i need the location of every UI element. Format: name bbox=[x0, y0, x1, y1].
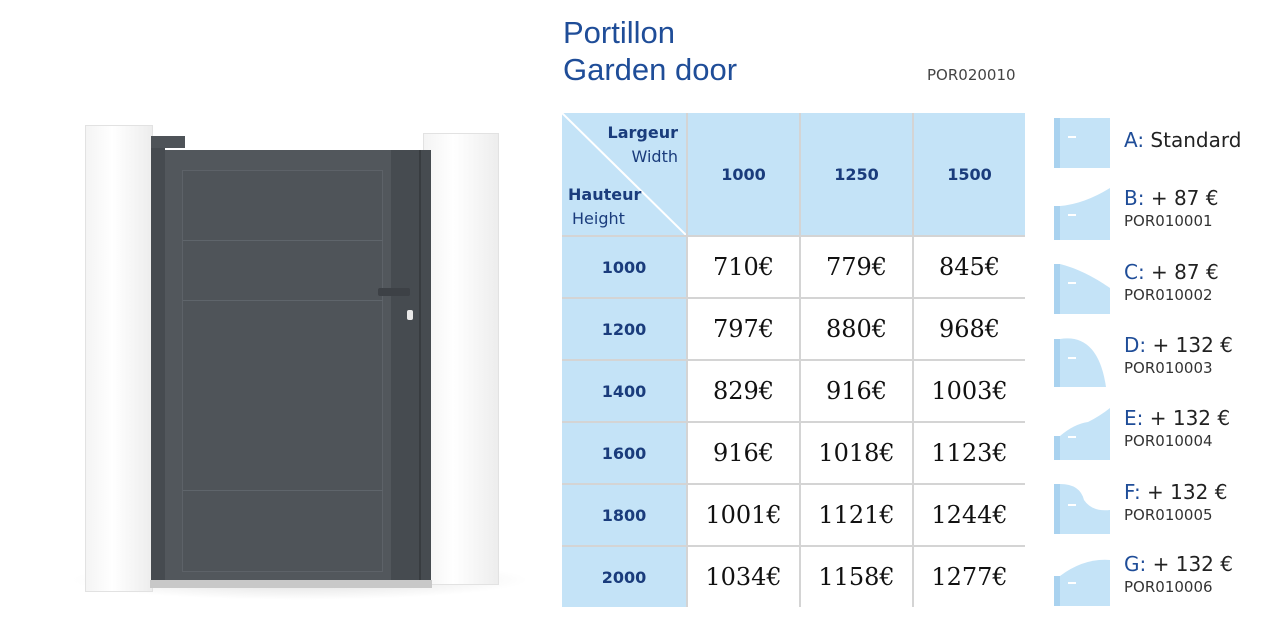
option-c: C: + 87 € POR010002 bbox=[1054, 260, 1274, 320]
price-cell: 916€ bbox=[688, 423, 799, 483]
width-header: 1500 bbox=[914, 113, 1025, 235]
option-code: POR010002 bbox=[1124, 286, 1213, 304]
wave-rising-top-icon bbox=[1054, 408, 1110, 460]
price-cell: 1244€ bbox=[914, 485, 1025, 545]
option-label: E: + 132 € bbox=[1124, 406, 1231, 430]
price-cell: 797€ bbox=[688, 299, 799, 359]
option-label: C: + 87 € bbox=[1124, 260, 1219, 284]
height-label-fr: Hauteur bbox=[568, 185, 642, 204]
option-f: F: + 132 € POR010005 bbox=[1054, 480, 1274, 540]
price-cell: 1034€ bbox=[688, 547, 799, 607]
price-cell: 845€ bbox=[914, 237, 1025, 297]
product-reference: POR020010 bbox=[927, 66, 1016, 84]
width-label: Largeur Width bbox=[608, 121, 678, 169]
gate-panel bbox=[182, 170, 383, 572]
price-cell: 1018€ bbox=[801, 423, 912, 483]
price-cell: 916€ bbox=[801, 361, 912, 421]
height-header: 1600 bbox=[562, 423, 686, 483]
option-e: E: + 132 € POR010004 bbox=[1054, 406, 1274, 466]
price-cell: 1123€ bbox=[914, 423, 1025, 483]
option-label: B: + 87 € bbox=[1124, 186, 1219, 210]
lock-cylinder bbox=[407, 310, 413, 320]
width-header: 1250 bbox=[801, 113, 912, 235]
option-a: A: Standard bbox=[1054, 114, 1274, 174]
diagonal-divider bbox=[562, 113, 686, 235]
gate-illustration bbox=[0, 0, 540, 644]
price-cell: 968€ bbox=[914, 299, 1025, 359]
gate-leaf bbox=[165, 150, 393, 582]
width-label-fr: Largeur bbox=[607, 123, 678, 142]
gate-handle bbox=[378, 288, 410, 296]
price-table: Largeur Width Hauteur Height 1000 1250 1… bbox=[562, 113, 1025, 607]
option-d: D: + 132 € POR010003 bbox=[1054, 333, 1274, 393]
option-label: A: Standard bbox=[1124, 128, 1242, 152]
option-code: POR010001 bbox=[1124, 212, 1213, 230]
concave-falling-top-icon bbox=[1054, 264, 1110, 314]
price-cell: 1001€ bbox=[688, 485, 799, 545]
price-cell: 779€ bbox=[801, 237, 912, 297]
hinge-post-cap bbox=[151, 136, 185, 148]
option-code: POR010005 bbox=[1124, 506, 1213, 524]
height-header: 2000 bbox=[562, 547, 686, 607]
table-corner-header: Largeur Width Hauteur Height bbox=[562, 113, 686, 235]
panel-line bbox=[183, 300, 383, 301]
price-cell: 1003€ bbox=[914, 361, 1025, 421]
hinge-post bbox=[151, 136, 165, 587]
right-pillar bbox=[423, 133, 499, 585]
height-header: 1400 bbox=[562, 361, 686, 421]
option-code: POR010004 bbox=[1124, 432, 1213, 450]
option-code: POR010006 bbox=[1124, 578, 1213, 596]
panel-line bbox=[183, 240, 383, 241]
convex-rising-top-icon bbox=[1054, 188, 1110, 240]
price-cell: 710€ bbox=[688, 237, 799, 297]
price-cell: 880€ bbox=[801, 299, 912, 359]
straight-top-icon bbox=[1054, 118, 1110, 168]
panel-line bbox=[183, 490, 383, 491]
latch-post bbox=[391, 150, 431, 582]
rounded-peak-top-icon bbox=[1054, 338, 1106, 387]
price-cell: 1158€ bbox=[801, 547, 912, 607]
height-label: Hauteur Height bbox=[568, 183, 641, 231]
title-fr: Portillon bbox=[563, 15, 675, 50]
gate-base bbox=[150, 580, 432, 588]
option-label: G: + 132 € bbox=[1124, 552, 1233, 576]
option-code: POR010003 bbox=[1124, 359, 1213, 377]
width-header: 1000 bbox=[688, 113, 799, 235]
left-pillar bbox=[85, 125, 153, 592]
price-cell: 829€ bbox=[688, 361, 799, 421]
height-header: 1800 bbox=[562, 485, 686, 545]
height-header: 1200 bbox=[562, 299, 686, 359]
width-label-en: Width bbox=[631, 147, 678, 166]
height-header: 1000 bbox=[562, 237, 686, 297]
height-label-en: Height bbox=[572, 209, 625, 228]
title-en: Garden door bbox=[563, 52, 738, 87]
option-label: F: + 132 € bbox=[1124, 480, 1228, 504]
price-cell: 1277€ bbox=[914, 547, 1025, 607]
concave-rising-top-icon bbox=[1054, 484, 1110, 534]
price-cell: 1121€ bbox=[801, 485, 912, 545]
option-b: B: + 87 € POR010001 bbox=[1054, 186, 1274, 246]
convex-low-top-icon bbox=[1054, 559, 1110, 606]
option-g: G: + 132 € POR010006 bbox=[1054, 552, 1274, 612]
product-title: Portillon Garden door bbox=[563, 14, 737, 88]
option-label: D: + 132 € bbox=[1124, 333, 1233, 357]
